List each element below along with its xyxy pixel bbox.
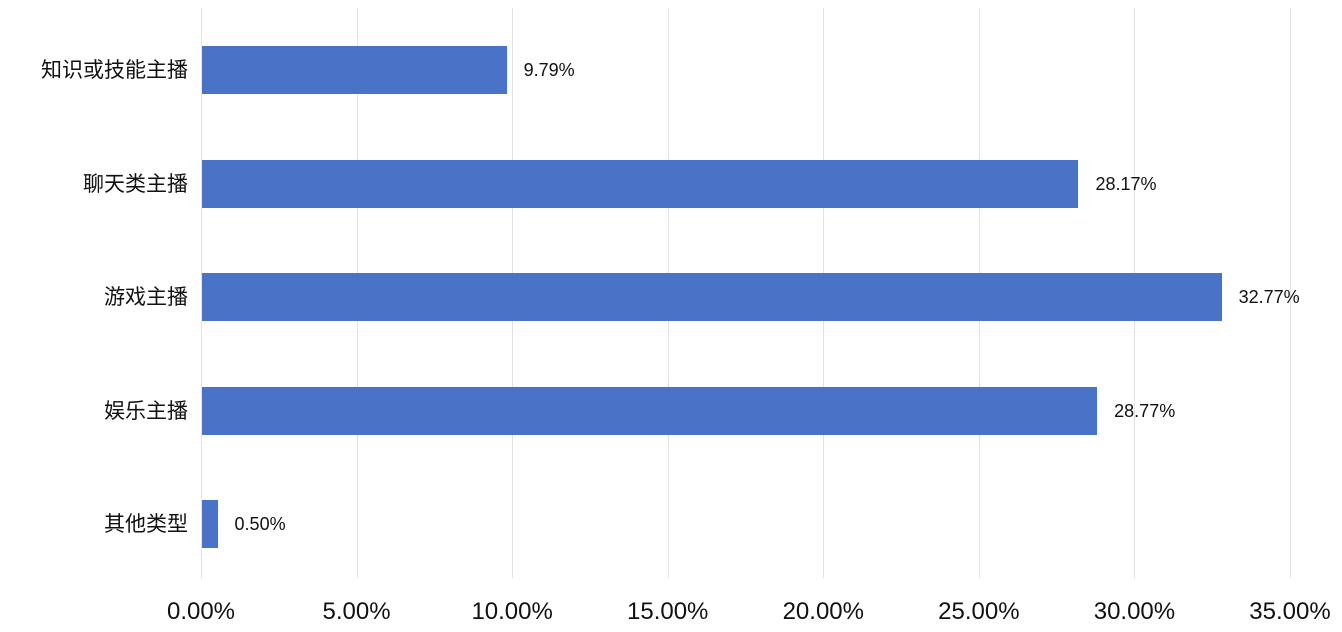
x-tick-label: 0.00%: [166, 598, 236, 625]
x-axis: 0.00% 5.00% 10.00% 15.00% 20.00% 25.00% 30.00%…: [0, 592, 1342, 632]
bar: [202, 500, 218, 548]
bar-value-label: 9.79%: [523, 60, 575, 80]
category-label: 其他类型: [104, 513, 188, 536]
gridline: [1290, 8, 1291, 578]
category-label: 知识或技能主播: [41, 59, 188, 82]
x-tick-label: 5.00%: [322, 598, 391, 625]
bar-value-label: 0.50%: [234, 514, 286, 534]
bar-value-label: 32.77%: [1238, 287, 1300, 307]
bar-value-label: 28.17%: [1095, 173, 1157, 194]
x-tick-label: 35.00%: [1249, 598, 1331, 625]
bar: [202, 46, 507, 94]
category-label: 游戏主播: [104, 286, 188, 309]
category-label: 聊天类主播: [83, 172, 188, 196]
x-tick-label: 30.00%: [1093, 598, 1176, 625]
bar-value-label: 28.77%: [1114, 400, 1176, 421]
x-tick-label: 10.00%: [471, 598, 553, 625]
x-tick-label: 25.00%: [938, 598, 1020, 625]
x-tick-label: 15.00%: [627, 598, 709, 625]
x-tick-label: 20.00%: [782, 598, 864, 625]
bar: [202, 273, 1222, 321]
bar: [202, 386, 1098, 435]
category-label: 娱乐主播: [104, 399, 188, 423]
bar: [202, 159, 1079, 208]
gridline: [201, 8, 202, 578]
